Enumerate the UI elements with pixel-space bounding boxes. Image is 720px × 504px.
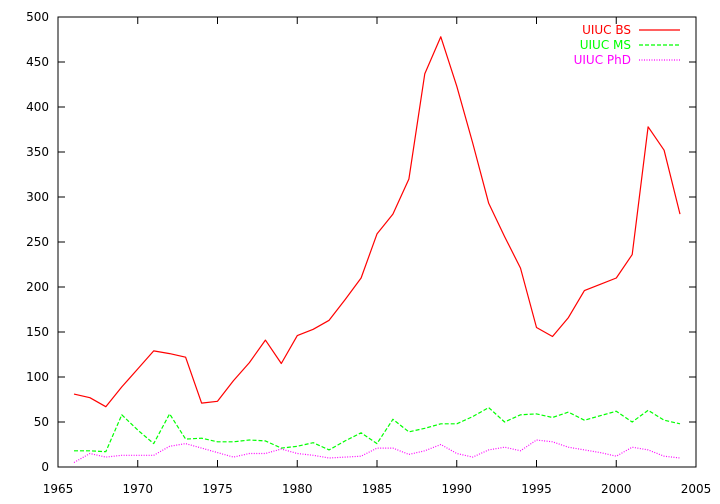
y-tick-label: 450 <box>26 55 49 69</box>
y-tick-label: 350 <box>26 145 49 159</box>
legend-label-uiuc-phd: UIUC PhD <box>574 53 631 67</box>
y-tick-label: 100 <box>26 370 49 384</box>
y-tick-label: 0 <box>41 460 49 474</box>
y-tick-label: 400 <box>26 100 49 114</box>
y-tick-label: 500 <box>26 10 49 24</box>
x-tick-label: 1990 <box>441 482 472 496</box>
x-axis: 1965 1970 1975 1980 1985 1990 1995 2000 2005 <box>43 17 712 496</box>
y-tick-label: 150 <box>26 325 49 339</box>
x-tick-label: 1980 <box>282 482 313 496</box>
y-axis: 0 50 100 150 200 250 300 350 400 450 500 <box>26 10 696 474</box>
plot-frame <box>57 16 697 468</box>
series-line-uiuc-bs <box>73 36 681 408</box>
y-tick-label: 250 <box>26 235 49 249</box>
series-lines <box>73 36 681 464</box>
legend-label-uiuc-ms: UIUC MS <box>580 38 631 52</box>
y-tick-label: 200 <box>26 280 49 294</box>
y-tick-label: 300 <box>26 190 49 204</box>
x-tick-label: 1970 <box>122 482 153 496</box>
x-tick-label: 1985 <box>362 482 393 496</box>
x-tick-label: 2005 <box>681 482 712 496</box>
x-tick-label: 1965 <box>43 482 74 496</box>
x-tick-label: 1995 <box>521 482 552 496</box>
y-tick-label: 50 <box>34 415 49 429</box>
x-tick-label: 1975 <box>202 482 233 496</box>
series-line-uiuc-ms <box>74 407 681 453</box>
legend-label-uiuc-bs: UIUC BS <box>582 23 631 37</box>
x-tick-label: 2000 <box>601 482 632 496</box>
